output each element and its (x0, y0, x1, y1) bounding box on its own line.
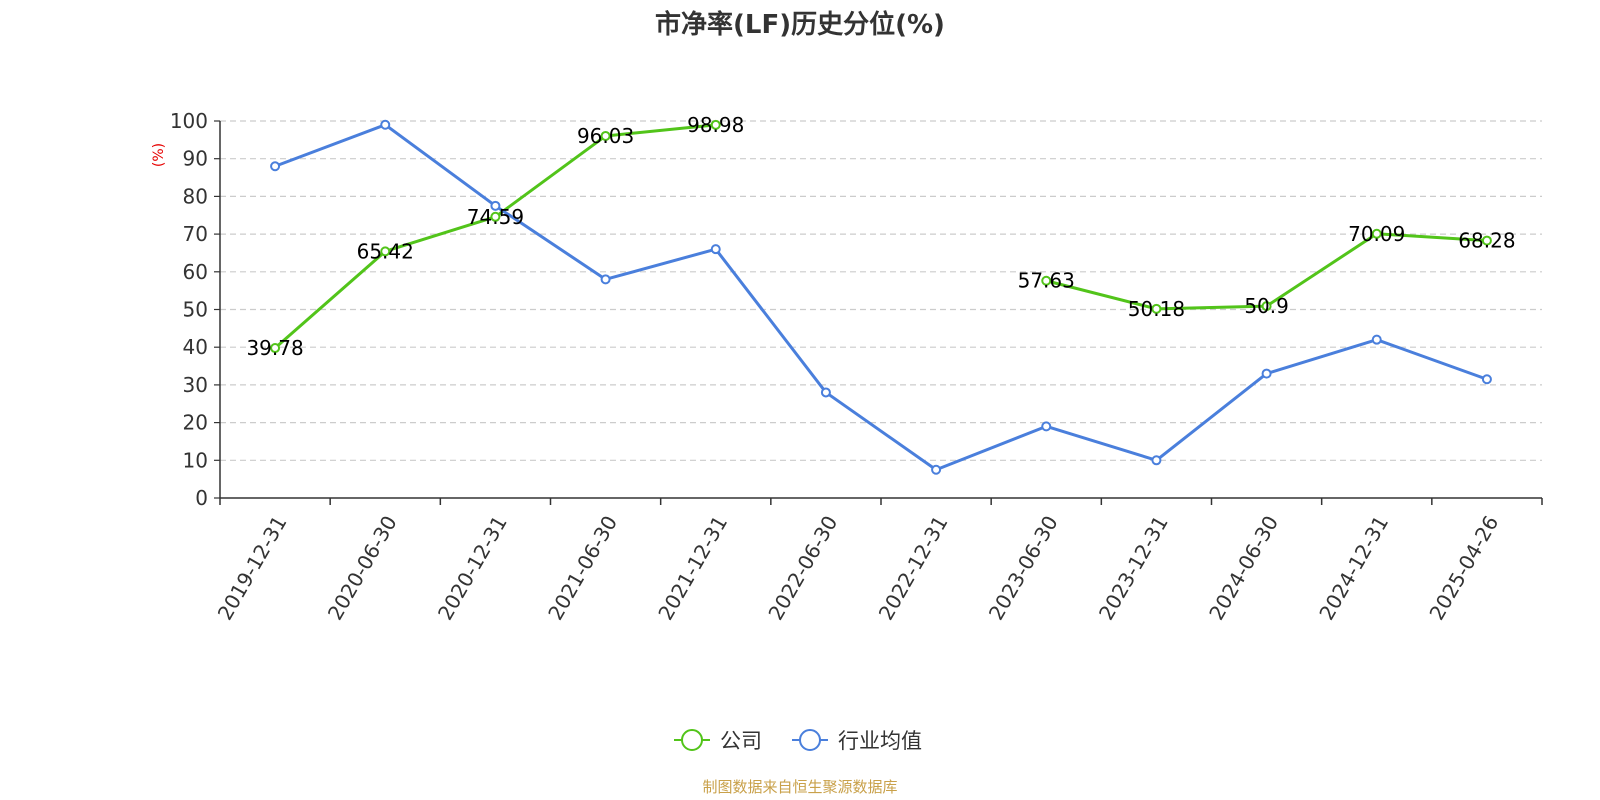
data-point[interactable] (600, 130, 611, 141)
y-tick-label: 70 (183, 222, 208, 246)
data-point[interactable] (1151, 455, 1162, 466)
data-point[interactable] (1041, 421, 1052, 432)
data-label: 98.98 (687, 113, 744, 137)
data-point[interactable] (270, 161, 281, 172)
data-label: 65.42 (357, 239, 414, 263)
y-tick-label: 20 (183, 411, 208, 435)
chart-title: 市净率(LF)历史分位(%) (655, 9, 945, 40)
data-label: 70.09 (1348, 222, 1405, 246)
series-lines (270, 119, 1492, 475)
x-tick-label: 2022-12-31 (874, 511, 953, 624)
y-tick-label: 50 (183, 298, 208, 322)
data-point[interactable] (1261, 301, 1272, 312)
legend-circle-marker (681, 729, 703, 751)
data-point[interactable] (1371, 334, 1382, 345)
data-label: 57.63 (1018, 269, 1075, 293)
data-point[interactable] (380, 246, 391, 257)
y-tick-label: 60 (183, 260, 208, 284)
data-point[interactable] (1371, 228, 1382, 239)
y-axis-unit-label: (%) (151, 143, 167, 167)
x-tick-label: 2024-12-31 (1314, 512, 1393, 625)
grid-lines (220, 120, 1542, 461)
data-label: 39.78 (246, 336, 303, 360)
data-point[interactable] (1481, 374, 1492, 385)
y-tick-label: 80 (183, 184, 208, 208)
data-point[interactable] (931, 464, 942, 475)
x-tick-label: 2024-06-30 (1204, 512, 1283, 625)
y-tick-label: 90 (183, 147, 208, 171)
legend[interactable]: 公司 行业均值 (674, 729, 922, 753)
data-labels: 39.78 65.42 74.59 96.03 98.98 57.63 50.18 50.9 7… (246, 113, 1515, 360)
x-tick-label: 2020-06-30 (323, 512, 402, 625)
data-point[interactable] (820, 387, 831, 398)
data-point[interactable] (1261, 368, 1272, 379)
legend-item-0[interactable]: 公司 (674, 729, 762, 753)
axes: 0 10 20 30 40 50 60 70 80 90 100 2019-12-31 2020-06-… (170, 109, 1543, 625)
series-line (273, 123, 1489, 472)
data-point[interactable] (1151, 303, 1162, 314)
data-point[interactable] (1041, 275, 1052, 286)
x-tick-label: 2022-06-30 (763, 512, 842, 625)
x-tick-label: 2020-12-31 (433, 511, 512, 624)
data-point[interactable] (270, 343, 281, 354)
data-point[interactable] (710, 244, 721, 255)
data-point[interactable] (380, 119, 391, 130)
x-tick-label: 2021-12-31 (653, 512, 732, 625)
data-label: 50.18 (1128, 297, 1185, 321)
series-1 (270, 119, 1492, 475)
data-label: 74.59 (467, 205, 524, 229)
data-point[interactable] (490, 200, 501, 211)
x-tick-label: 2021-06-30 (543, 512, 622, 625)
x-tick-label: 2023-06-30 (984, 512, 1063, 625)
data-point[interactable] (1481, 235, 1492, 246)
legend-item-1[interactable]: 行业均值 (792, 729, 922, 753)
y-tick-label: 100 (170, 109, 208, 133)
data-label: 68.28 (1458, 229, 1515, 253)
data-point[interactable] (490, 211, 501, 222)
y-tick-label: 10 (183, 448, 208, 472)
y-tick-label: 40 (183, 335, 208, 359)
legend-circle-marker (799, 729, 821, 751)
data-source-note: 制图数据来自恒生聚源数据库 (702, 778, 897, 796)
y-tick-label: 30 (183, 373, 208, 397)
x-tick-label: 2025-04-26 (1424, 512, 1503, 625)
data-label: 96.03 (577, 124, 634, 148)
legend-label: 行业均值 (838, 729, 922, 753)
data-point[interactable] (600, 274, 611, 285)
data-label: 50.9 (1244, 294, 1289, 318)
x-tick-label: 2023-12-31 (1094, 512, 1173, 625)
x-tick-label: 2019-12-31 (213, 512, 292, 625)
y-tick-label: 0 (195, 486, 208, 510)
legend-label: 公司 (720, 729, 762, 753)
series-0 (270, 119, 1492, 354)
data-point[interactable] (710, 119, 721, 130)
